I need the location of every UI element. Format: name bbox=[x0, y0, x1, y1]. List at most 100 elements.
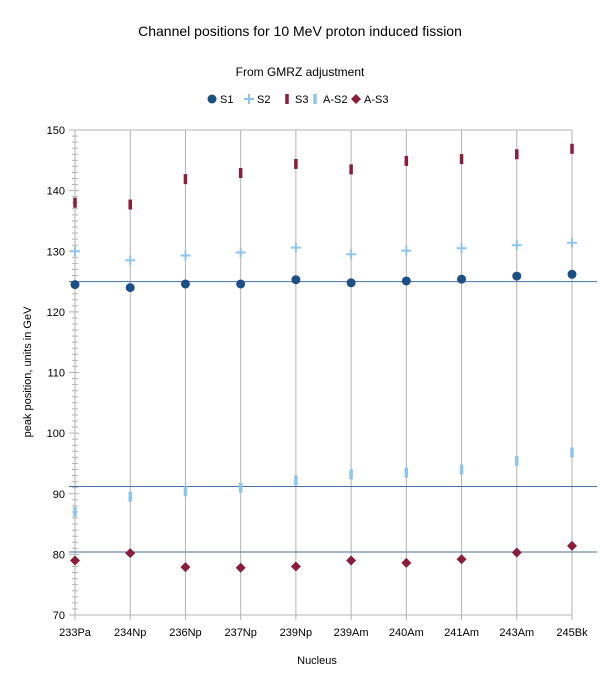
data-point-a-s2 bbox=[459, 464, 464, 475]
legend-label-a-s3: A-S3 bbox=[364, 94, 388, 106]
data-point-s2 bbox=[125, 255, 136, 266]
axes bbox=[69, 129, 573, 620]
data-point-s1 bbox=[401, 276, 411, 286]
data-point-s1 bbox=[70, 280, 80, 290]
data-point-s1 bbox=[125, 283, 135, 293]
x-tick-label: 239Am bbox=[334, 627, 369, 639]
chart-subtitle: From GMRZ adjustment bbox=[236, 65, 365, 79]
legend-item-s1: S1 bbox=[207, 94, 233, 106]
data-point-s1 bbox=[567, 269, 577, 279]
series-s1 bbox=[70, 269, 577, 293]
legend-label-s1: S1 bbox=[220, 94, 233, 106]
data-point-s1 bbox=[180, 279, 190, 289]
data-point-a-s2 bbox=[294, 475, 298, 486]
y-axis-label: peak position, units in GeV bbox=[22, 306, 34, 438]
data-point-s1 bbox=[457, 274, 467, 284]
y-tick-label: 90 bbox=[53, 489, 65, 501]
data-point-s3 bbox=[404, 155, 409, 166]
data-point-s2 bbox=[70, 246, 80, 257]
data-point-a-s3 bbox=[567, 540, 577, 551]
data-point-s3 bbox=[570, 143, 574, 154]
x-tick-label: 239Np bbox=[280, 627, 312, 639]
y-tick-label: 100 bbox=[47, 428, 65, 440]
data-point-a-s3 bbox=[180, 562, 191, 573]
data-point-a-s3 bbox=[70, 555, 80, 566]
reference-lines bbox=[69, 281, 597, 553]
x-tick-label: 236Np bbox=[169, 627, 201, 639]
data-point-a-s3 bbox=[511, 547, 522, 558]
x-tick-label: 240Am bbox=[389, 627, 424, 639]
data-point-a-s2 bbox=[404, 467, 409, 478]
data-point-s1 bbox=[236, 279, 246, 289]
legend-label-s3: S3 bbox=[295, 94, 308, 106]
series-a-s3 bbox=[70, 540, 577, 573]
series-s2 bbox=[70, 237, 577, 266]
legend: S1 S2 S3 A-S2 A-S3 bbox=[207, 94, 388, 106]
legend-marker-s2 bbox=[244, 94, 254, 104]
y-tick-label: 150 bbox=[47, 125, 65, 137]
legend-marker-a-s2 bbox=[313, 94, 317, 104]
data-point-a-s3 bbox=[290, 561, 301, 572]
series-a-s2 bbox=[73, 447, 574, 517]
data-point-s2 bbox=[235, 247, 246, 258]
x-axis-label: Nucleus bbox=[297, 655, 337, 667]
data-point-s1 bbox=[291, 275, 301, 285]
legend-label-a-s2: A-S2 bbox=[323, 94, 347, 106]
y-tick-label: 120 bbox=[47, 307, 65, 319]
legend-item-s2: S2 bbox=[244, 94, 270, 106]
data-point-a-s2 bbox=[238, 482, 243, 493]
legend-item-a-s3: A-S3 bbox=[351, 94, 388, 106]
data-point-a-s3 bbox=[456, 554, 467, 565]
y-tick-label: 110 bbox=[47, 368, 65, 380]
data-point-s2 bbox=[567, 237, 577, 248]
data-point-a-s2 bbox=[73, 506, 77, 517]
data-point-s3 bbox=[349, 164, 353, 175]
data-point-a-s2 bbox=[570, 447, 574, 458]
y-tick-label: 140 bbox=[47, 186, 65, 198]
data-point-a-s2 bbox=[515, 456, 519, 467]
data-point-s2 bbox=[180, 250, 191, 261]
data-point-s2 bbox=[511, 240, 522, 251]
x-tick-label: 243Am bbox=[499, 627, 534, 639]
data-point-s3 bbox=[73, 197, 77, 208]
x-tick-label: 245Bk bbox=[556, 627, 588, 639]
x-tick-label: 233Pa bbox=[59, 627, 92, 639]
legend-marker-s1 bbox=[207, 94, 217, 104]
data-point-a-s2 bbox=[349, 469, 353, 480]
data-point-a-s2 bbox=[128, 491, 132, 502]
data-point-s3 bbox=[515, 149, 519, 160]
legend-marker-s3 bbox=[285, 94, 289, 104]
series-s3 bbox=[73, 143, 574, 210]
y-tick-label: 70 bbox=[53, 610, 65, 622]
legend-item-a-s2: A-S2 bbox=[313, 94, 347, 106]
legend-label-s2: S2 bbox=[257, 94, 270, 106]
data-point-s3 bbox=[128, 199, 132, 210]
data-point-s1 bbox=[346, 278, 356, 288]
data-point-s3 bbox=[294, 158, 298, 169]
data-point-s1 bbox=[512, 271, 522, 281]
data-point-a-s3 bbox=[401, 557, 412, 568]
data-point-s2 bbox=[290, 242, 301, 253]
data-marks bbox=[70, 143, 577, 573]
data-point-a-s2 bbox=[183, 486, 188, 497]
y-tick-label: 80 bbox=[53, 549, 65, 561]
data-point-a-s3 bbox=[235, 562, 246, 573]
data-point-s3 bbox=[238, 168, 243, 179]
data-point-s3 bbox=[183, 174, 188, 185]
data-point-s2 bbox=[346, 249, 357, 260]
x-tick-label: 234Np bbox=[114, 627, 146, 639]
data-point-s2 bbox=[401, 245, 412, 256]
tick-labels: 70 80 90 100 110 120 130 140 150 233Pa 234Np 236Np 2… bbox=[47, 125, 588, 639]
x-tick-label: 241Am bbox=[444, 627, 479, 639]
data-point-a-s3 bbox=[346, 555, 357, 566]
y-tick-label: 130 bbox=[47, 246, 65, 258]
gridlines bbox=[129, 130, 573, 615]
x-tick-label: 237Np bbox=[224, 627, 256, 639]
data-point-a-s3 bbox=[125, 548, 136, 559]
chart-title: Channel positions for 10 MeV proton indu… bbox=[138, 23, 462, 39]
legend-marker-a-s3 bbox=[351, 94, 361, 104]
legend-item-s3: S3 bbox=[285, 94, 308, 106]
data-point-s2 bbox=[456, 243, 467, 254]
data-point-s3 bbox=[459, 154, 464, 165]
